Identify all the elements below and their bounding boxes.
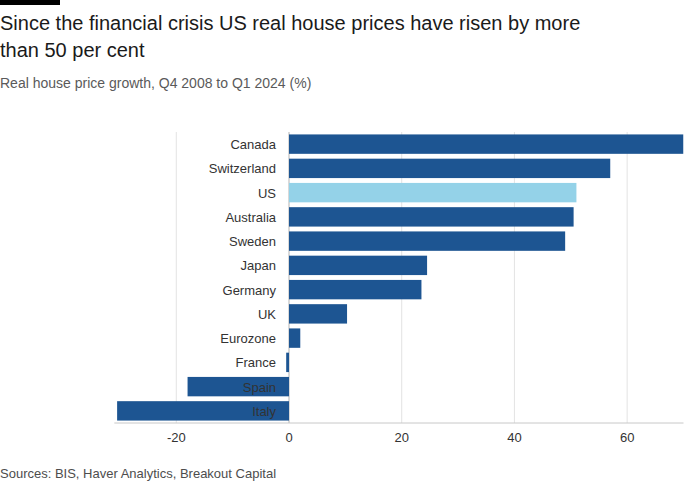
bar (117, 401, 289, 420)
axis-line (114, 423, 683, 424)
category-label: Canada (230, 137, 276, 152)
category-label: France (236, 355, 276, 370)
tick-label: 0 (285, 430, 292, 445)
bars (117, 134, 683, 420)
category-label: UK (258, 307, 276, 322)
category-label: Switzerland (209, 161, 276, 176)
category-label: Sweden (229, 234, 276, 249)
tick-label: -20 (167, 430, 186, 445)
category-label: Italy (252, 404, 276, 419)
decoration (0, 0, 60, 5)
tick-label: 20 (394, 430, 408, 445)
bar (289, 207, 574, 226)
bar (289, 134, 683, 153)
bar (289, 256, 427, 275)
bar (289, 183, 576, 202)
subtitle: Real house price growth, Q4 2008 to Q1 2… (0, 75, 311, 91)
bar (289, 231, 565, 250)
bar (289, 328, 300, 347)
bar (188, 377, 289, 396)
grid-line (627, 132, 628, 423)
bar (289, 304, 347, 323)
chart: Canada Switzerland US Australia Sweden Japan G… (0, 0, 700, 500)
category-label: Eurozone (220, 331, 276, 346)
title: Since the financial crisis US real house… (0, 10, 615, 64)
category-label: Spain (243, 380, 276, 395)
category-label: Germany (223, 283, 277, 298)
category-label: US (258, 186, 276, 201)
bar (289, 280, 421, 299)
tick-label: 60 (620, 430, 634, 445)
category-label: Japan (241, 258, 276, 273)
category-label: Australia (225, 210, 276, 225)
bar (286, 353, 289, 372)
source: Sources: BIS, Haver Analytics, Breakout … (0, 466, 276, 481)
bar (289, 159, 610, 178)
grid-line (176, 132, 177, 423)
tick-label: 40 (507, 430, 521, 445)
